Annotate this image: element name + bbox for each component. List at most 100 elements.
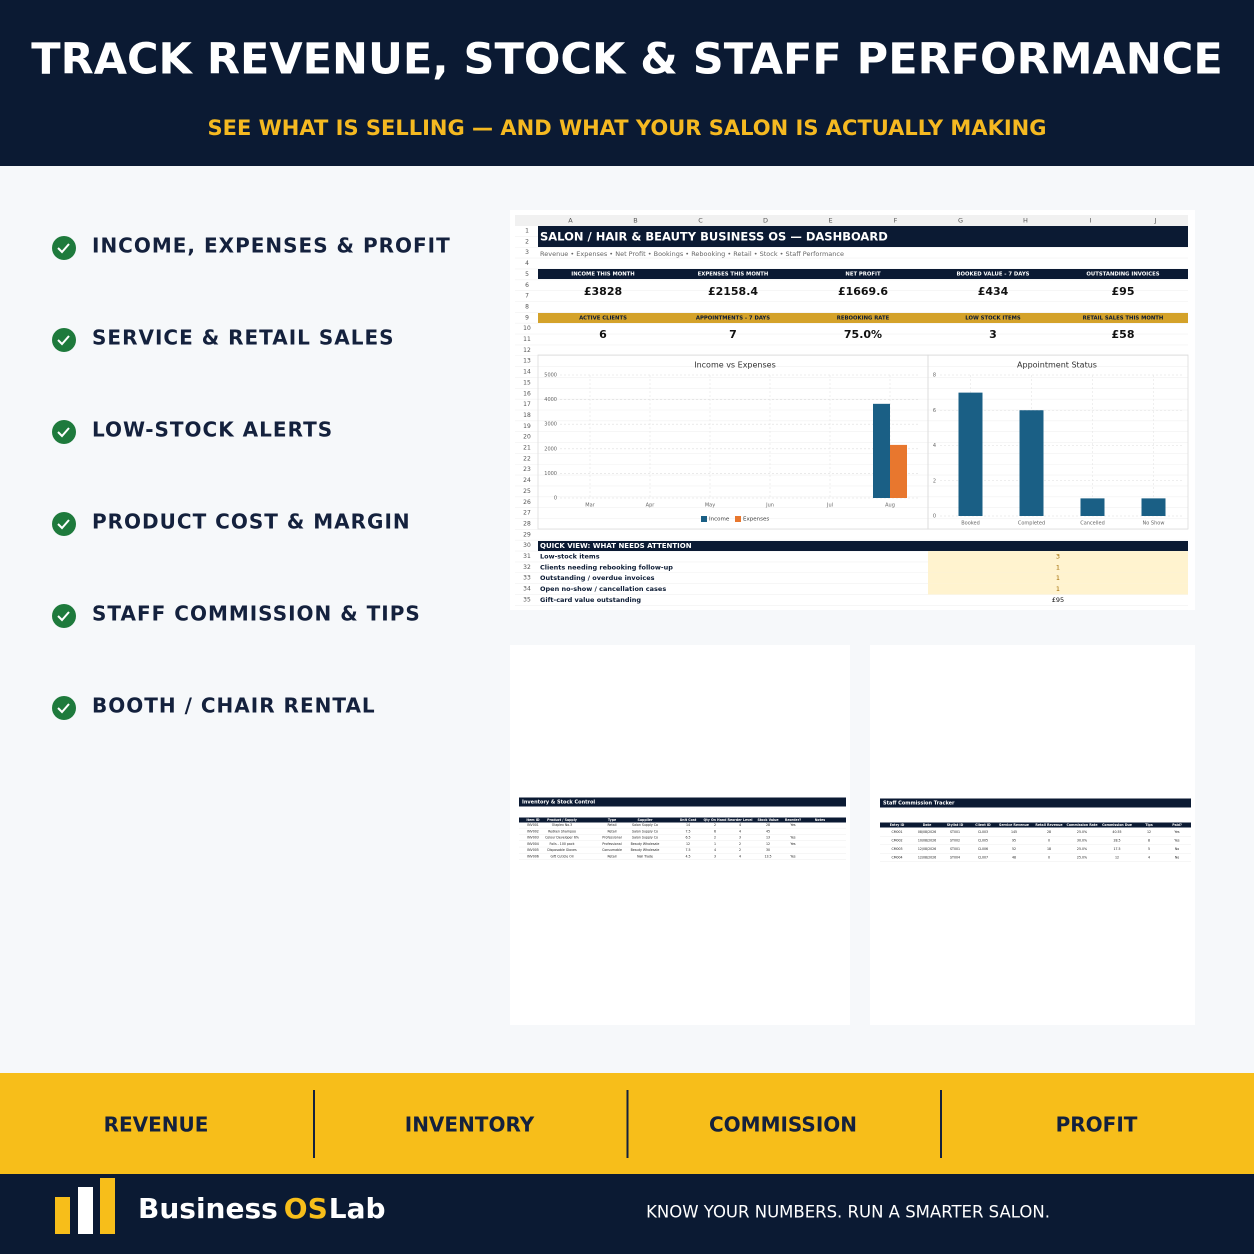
mini-header: Supplier: [637, 818, 652, 822]
quick-view-title: QUICK VIEW: WHAT NEEDS ATTENTION: [540, 542, 692, 550]
mini-cell: 95: [1012, 839, 1016, 843]
mini-title-bar: [880, 798, 1191, 808]
mini-cell: Retail: [607, 855, 616, 859]
check-mark: [57, 611, 70, 622]
mini-cell: 6: [714, 829, 716, 833]
row-number: 23: [523, 466, 531, 473]
mini-cell: Consumable: [602, 848, 622, 852]
highlight-cell: [928, 583, 1188, 595]
row-number: 7: [525, 293, 529, 300]
title: TRACK REVENUE, STOCK & STAFF PERFORMANCE: [31, 35, 1222, 85]
mini-cell: 2: [739, 848, 741, 852]
x-tick-label: Mar: [585, 503, 595, 509]
mini-cell: Retail: [607, 823, 616, 827]
kpi-value: 7: [729, 328, 737, 341]
kpi-header-bar: [538, 313, 1188, 323]
mini-cell: 12: [686, 842, 690, 846]
benefit-label: PROFIT: [1056, 1113, 1138, 1137]
mini-cell: 30.0%: [1077, 839, 1087, 843]
mini-header: Tips: [1145, 823, 1153, 827]
row-number: 33: [523, 575, 531, 582]
mini-cell: 4: [1148, 856, 1150, 860]
mini-cell: 2: [714, 836, 716, 840]
mini-cell: 8: [1148, 839, 1150, 843]
column-letter: B: [633, 217, 637, 225]
mini-cell: Salon Supply Co: [632, 823, 658, 827]
sheet-subtitle: Revenue • Expenses • Net Profit • Bookin…: [540, 250, 844, 258]
mini-cell: CM004: [891, 856, 902, 860]
mini-cell: Yes: [1174, 839, 1179, 843]
row-number: 19: [523, 423, 531, 430]
mini-cell: 40.55: [1112, 830, 1121, 834]
mini-header: Entry ID: [890, 823, 905, 827]
mini-cell: 12/08/2026: [918, 847, 936, 851]
mini-header: Item ID: [526, 818, 539, 822]
row-number: 11: [523, 336, 531, 343]
kpi-label: OUTSTANDING INVOICES: [1086, 272, 1159, 278]
mini-cell: No: [1175, 847, 1179, 851]
bar: [873, 403, 890, 498]
subtitle: SEE WHAT IS SELLING — AND WHAT YOUR SALO…: [208, 116, 1047, 140]
mini-cell: 08/08/2026: [918, 830, 936, 834]
row-number: 31: [523, 553, 531, 560]
mini-cell: Colour Developer 6%: [545, 836, 579, 840]
row-number: 6: [525, 282, 529, 289]
feature-label: PRODUCT COST & MARGIN: [92, 510, 411, 534]
row-number: 20: [523, 434, 531, 441]
mini-cell: Yes: [790, 842, 795, 846]
mini-header: Reorder Level: [727, 818, 752, 822]
x-tick-label: Aug: [885, 503, 895, 509]
feature-label: LOW-STOCK ALERTS: [92, 418, 333, 442]
legend-swatch: [701, 516, 707, 522]
column-letter: G: [958, 217, 963, 225]
bar: [890, 444, 907, 498]
mini-cell: CM003: [891, 847, 902, 851]
y-tick-label: 1000: [544, 471, 557, 477]
mini-cell: Professional: [602, 836, 621, 840]
mini-cell: Salon Supply Co: [632, 836, 658, 840]
feature-label: BOOTH / CHAIR RENTAL: [92, 694, 376, 718]
brand: Business: [138, 1192, 278, 1225]
kpi-label: ACTIVE CLIENTS: [579, 316, 627, 322]
mini-header: Qty On Hand: [704, 818, 728, 822]
column-letter: I: [1090, 217, 1092, 225]
mini-header: Paid?: [1172, 823, 1182, 827]
column-letter: A: [568, 217, 573, 225]
mini-cell: CL005: [978, 839, 988, 843]
quick-view-label: Open no-show / cancellation cases: [540, 585, 666, 593]
mini-cell: CL006: [978, 847, 988, 851]
kpi-label: REBOOKING RATE: [837, 316, 890, 322]
mini-cell: CM002: [891, 839, 902, 843]
bar: [1080, 498, 1105, 516]
mini-cell: 0: [1048, 856, 1050, 860]
kpi-label: BOOKED VALUE - 7 DAYS: [956, 272, 1029, 278]
row-number: 32: [523, 564, 531, 571]
mini-cell: Yes: [1174, 830, 1179, 834]
mini-cell: Redken Shampoo: [548, 829, 576, 833]
row-number: 13: [523, 358, 531, 365]
check-icon: [52, 420, 76, 444]
mini-cell: Beauty Wholesale: [631, 842, 660, 846]
mini-cell: 28: [766, 823, 770, 827]
row-number: 5: [525, 271, 529, 278]
column-header-band: [515, 215, 1188, 226]
mini-title: Staff Commission Tracker: [883, 801, 955, 807]
kpi-label: INCOME THIS MONTH: [571, 272, 634, 278]
mini-header: Stock Value: [757, 818, 778, 822]
check-mark: [57, 703, 70, 714]
x-tick-label: No Show: [1143, 521, 1165, 527]
header-band: [0, 0, 1254, 166]
quick-view-label: Outstanding / overdue invoices: [540, 574, 655, 582]
column-letter: C: [698, 217, 703, 225]
mini-cell: 3: [739, 836, 741, 840]
mini-cell: ST004: [950, 856, 960, 860]
mini-cell: 25.0%: [1077, 847, 1087, 851]
quick-view-value: 1: [1056, 585, 1060, 593]
quick-view-value: £95: [1052, 596, 1064, 604]
mini-cell: 4.5: [685, 855, 690, 859]
y-tick-label: 2000: [544, 446, 557, 452]
kpi-label: NET PROFIT: [845, 272, 881, 278]
quick-view-label: Low-stock items: [540, 553, 600, 561]
quick-view-value: 1: [1056, 563, 1060, 571]
